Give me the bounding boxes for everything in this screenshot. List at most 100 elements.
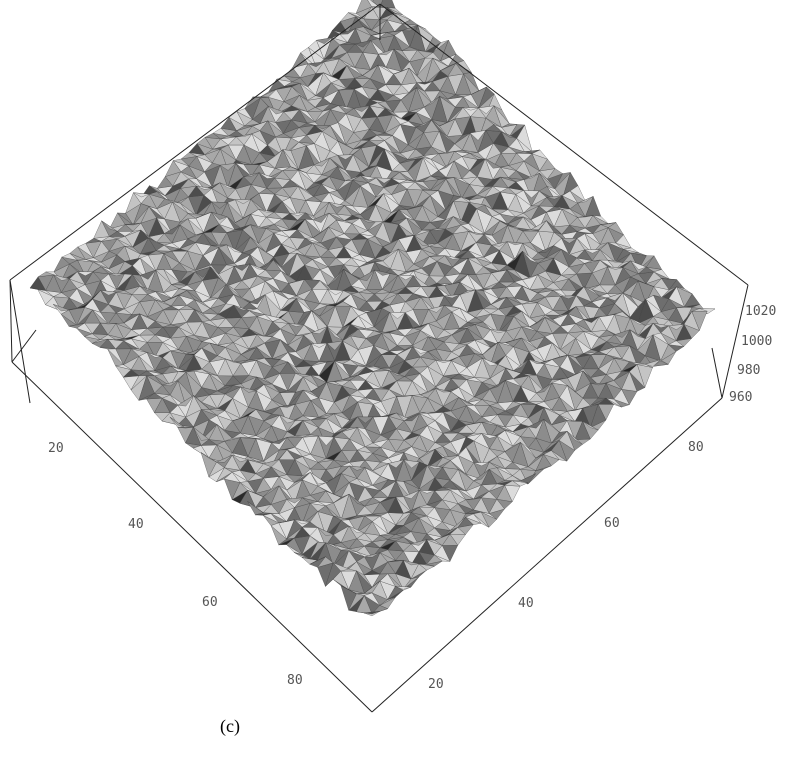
surface-facet bbox=[265, 224, 283, 232]
surface-facet bbox=[422, 189, 439, 191]
surface-facet bbox=[297, 219, 314, 239]
surface-facet bbox=[328, 190, 345, 201]
surface-facet bbox=[369, 102, 386, 109]
surface-facet bbox=[384, 135, 401, 154]
surface-facet bbox=[478, 86, 495, 109]
surface-facet bbox=[401, 46, 418, 51]
surface-facet bbox=[354, 75, 371, 80]
surface-facet bbox=[362, 40, 379, 55]
surface-facet bbox=[219, 163, 237, 171]
surface-facet bbox=[415, 119, 432, 128]
surface-facet bbox=[133, 203, 150, 226]
surface-facet bbox=[530, 220, 547, 230]
surface-facet bbox=[398, 188, 415, 208]
surface-facet bbox=[471, 86, 487, 95]
surface-facet bbox=[383, 209, 399, 223]
surface-facet bbox=[179, 218, 196, 236]
surface-facet bbox=[250, 193, 267, 213]
surface-facet bbox=[416, 57, 434, 76]
figure-caption: (c) bbox=[220, 716, 240, 736]
surface-facet bbox=[345, 132, 362, 145]
surface-facet bbox=[273, 218, 290, 230]
surface-facet bbox=[368, 145, 385, 167]
surface-facet bbox=[530, 190, 547, 207]
surface-facet bbox=[447, 106, 464, 123]
z-axis-ticks: 960 980 1000 1020 bbox=[729, 304, 776, 405]
z-tick-label: 980 bbox=[737, 363, 760, 378]
surface-facet bbox=[392, 99, 409, 113]
surface-facet bbox=[499, 209, 516, 218]
surface-facet bbox=[235, 163, 252, 177]
surface-facet bbox=[355, 0, 372, 14]
surface-facet bbox=[204, 133, 222, 140]
surface-facet bbox=[265, 212, 283, 220]
surface-facet bbox=[354, 40, 371, 48]
surface-facet bbox=[267, 136, 284, 156]
surface-facet bbox=[339, 42, 356, 46]
surface-facet bbox=[491, 220, 508, 236]
surface-facet bbox=[406, 217, 423, 231]
surface-facet bbox=[414, 189, 431, 208]
surface-facet bbox=[164, 185, 182, 196]
surface-facet bbox=[424, 96, 440, 108]
surface-facet bbox=[359, 218, 376, 223]
surface-facet bbox=[446, 118, 463, 137]
surface-facet bbox=[423, 146, 440, 156]
surface-facet bbox=[306, 143, 323, 167]
surface-facet bbox=[315, 37, 333, 44]
surface-facet bbox=[211, 182, 228, 199]
surface-facet bbox=[329, 166, 346, 182]
surface-facet bbox=[523, 173, 540, 180]
surface-facet bbox=[393, 68, 410, 75]
surface-facet bbox=[538, 197, 555, 207]
surface-facet bbox=[258, 216, 275, 229]
surface-facet bbox=[276, 86, 292, 90]
surface-facet bbox=[352, 185, 369, 208]
surface-facet bbox=[492, 176, 509, 188]
surface-facet bbox=[307, 95, 324, 101]
surface-facet bbox=[415, 132, 432, 150]
surface-facet bbox=[299, 95, 316, 108]
surface-facet bbox=[416, 87, 433, 104]
surface-facet bbox=[499, 187, 517, 195]
surface-facet bbox=[385, 48, 402, 72]
surface-facet bbox=[244, 96, 261, 109]
surface-facet bbox=[454, 149, 471, 154]
surface-facet bbox=[429, 216, 447, 223]
surface-facet bbox=[275, 111, 292, 123]
surface-facet bbox=[172, 158, 189, 167]
surface-facet bbox=[461, 153, 478, 160]
surface-facet bbox=[187, 218, 204, 233]
surface-facet bbox=[438, 151, 455, 154]
surface-facet bbox=[337, 166, 354, 180]
surface-facet bbox=[156, 198, 173, 209]
surface-facet bbox=[289, 219, 306, 230]
surface-facet bbox=[424, 57, 441, 85]
surface-facet bbox=[323, 37, 340, 60]
surface-facet bbox=[307, 72, 324, 87]
surface-facet bbox=[290, 169, 307, 191]
surface-facet bbox=[484, 216, 501, 234]
surface-facet bbox=[430, 153, 447, 168]
surface-facet bbox=[507, 216, 524, 225]
surface-facet bbox=[258, 188, 275, 195]
surface-facet bbox=[195, 211, 212, 219]
surface-facet bbox=[180, 178, 197, 189]
surface-facet bbox=[516, 124, 533, 153]
surface-facet bbox=[538, 220, 555, 233]
surface-facet bbox=[267, 106, 285, 115]
surface-facet bbox=[592, 215, 609, 225]
surface-facet bbox=[242, 184, 260, 205]
surface-facet bbox=[267, 149, 283, 162]
surface-facet bbox=[399, 159, 416, 164]
surface-facet bbox=[462, 132, 479, 153]
surface-facet bbox=[149, 185, 166, 196]
surface-facet bbox=[228, 130, 245, 137]
surface-facet bbox=[148, 191, 165, 199]
surface-facet bbox=[484, 186, 501, 198]
surface-facet bbox=[227, 216, 243, 231]
y-tick-label: 40 bbox=[518, 596, 534, 611]
surface-facet bbox=[355, 16, 372, 31]
surface-facet bbox=[346, 43, 364, 53]
surface-facet bbox=[282, 179, 299, 188]
